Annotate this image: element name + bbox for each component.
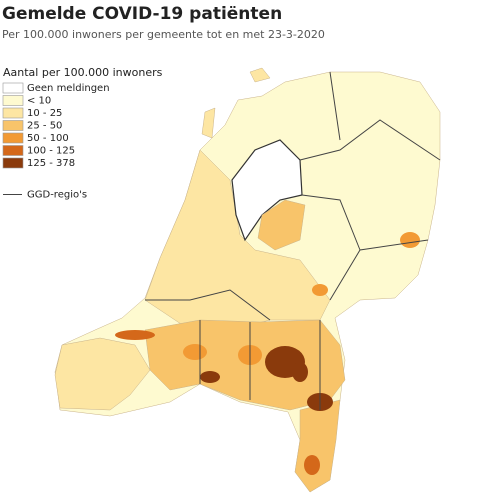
hotspot xyxy=(400,232,420,248)
legend-label: 100 - 125 xyxy=(27,146,75,157)
legend-label: 25 - 50 xyxy=(27,121,62,132)
legend-swatch xyxy=(2,82,24,94)
subtitle: Per 100.000 inwoners per gemeente tot en… xyxy=(2,28,325,41)
title: Gemelde COVID-19 patiënten xyxy=(2,4,282,24)
ggd-boundaries xyxy=(145,71,441,410)
legend-label: 10 - 25 xyxy=(27,108,62,119)
legend-swatch xyxy=(2,157,24,169)
legend-swatch xyxy=(2,145,24,156)
legend-title: Aantal per 100.000 inwoners xyxy=(3,66,163,79)
ijsselmeer xyxy=(231,139,303,242)
hotspot xyxy=(200,371,220,383)
wadden-island xyxy=(249,67,271,83)
legend-swatch xyxy=(2,107,24,119)
legend-label: 125 - 378 xyxy=(27,158,75,169)
legend-swatch xyxy=(2,132,24,144)
wadden-island xyxy=(201,107,216,139)
zeeland xyxy=(54,337,151,411)
flevoland xyxy=(257,199,306,251)
map xyxy=(54,67,441,493)
hotspot xyxy=(304,455,320,475)
hotspot xyxy=(312,284,328,296)
hotspot xyxy=(115,330,155,340)
legend-label: < 10 xyxy=(27,96,51,107)
hotspot xyxy=(292,362,308,382)
limburg-region xyxy=(294,399,341,493)
legend-swatch xyxy=(2,95,24,106)
legend-label: 50 - 100 xyxy=(27,133,69,144)
holland-region xyxy=(144,149,331,331)
legend-swatch xyxy=(2,120,24,131)
hotspot xyxy=(183,344,207,360)
legend-label: GGD-regio's xyxy=(27,190,87,201)
legend-label: Geen meldingen xyxy=(27,83,110,94)
